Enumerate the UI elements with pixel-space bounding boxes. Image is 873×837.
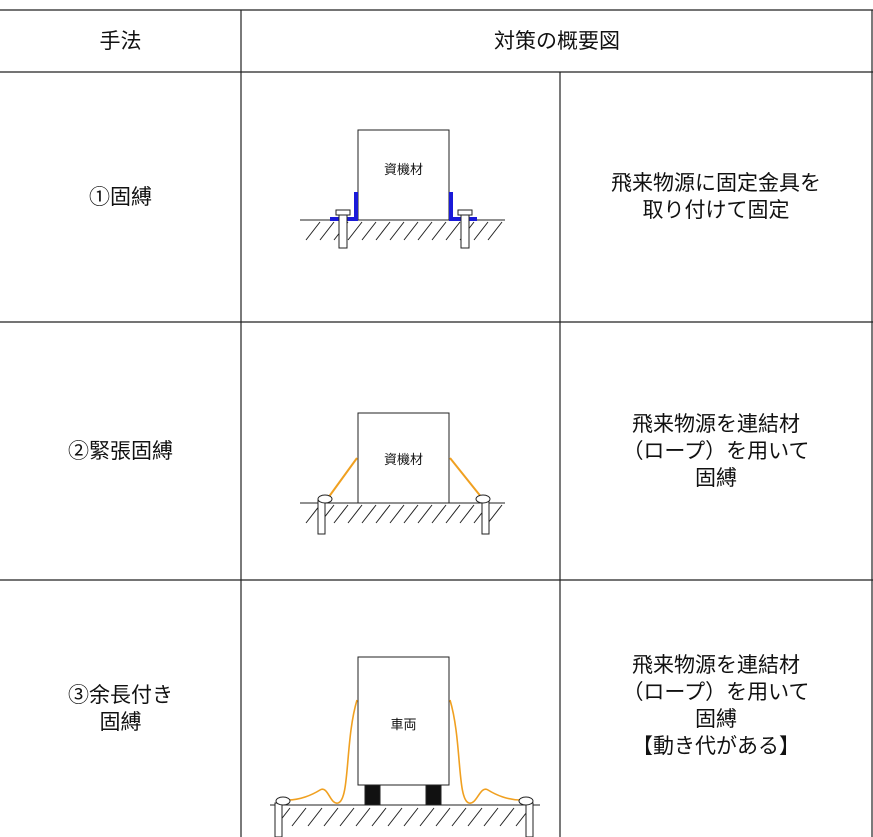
description-cell: 飛来物源を連結材 （ロープ）を用いて 固縛 (560, 322, 872, 580)
text-line: 飛来物源に固定金具を (611, 171, 821, 195)
description-cell: 飛来物源に固定金具を 取り付けて固定 (560, 72, 872, 322)
text-line: ②緊張固縛 (68, 438, 173, 463)
diagram-tension (300, 412, 505, 535)
text-line: 固縛 (695, 707, 737, 731)
header-cell: 対策の概要図 (494, 28, 620, 53)
text-line: ③余長付き (68, 682, 173, 707)
text-line: 【動き代がある】 (632, 734, 800, 758)
text-line: 固縛 (99, 709, 142, 734)
text-line: 飛来物源を連結材 (632, 411, 800, 436)
text-line: （ロープ）を用いて (622, 680, 810, 704)
diagram-slack (270, 656, 540, 837)
description-cell: 飛来物源を連結材 （ロープ）を用いて 固縛【動き代がある】 (560, 580, 872, 837)
method-cell: ①固縛 (0, 72, 241, 322)
header-cell: 手法 (99, 28, 142, 53)
text-line: 飛来物源を連結材 (632, 653, 800, 677)
text-line: （ロープ）を用いて (622, 438, 810, 463)
text-line: 取り付けて固定 (642, 198, 790, 222)
diagram-fixing (300, 129, 505, 249)
method-cell: ③余長付き 固縛 (0, 580, 241, 837)
text-line: ①固縛 (89, 184, 152, 209)
figure-label: 資機材 (383, 162, 423, 178)
text-line: 固縛 (695, 465, 737, 490)
figure-label: 車両 (390, 717, 417, 733)
method-cell: ②緊張固縛 (0, 322, 241, 580)
figure-label: 資機材 (383, 452, 423, 468)
